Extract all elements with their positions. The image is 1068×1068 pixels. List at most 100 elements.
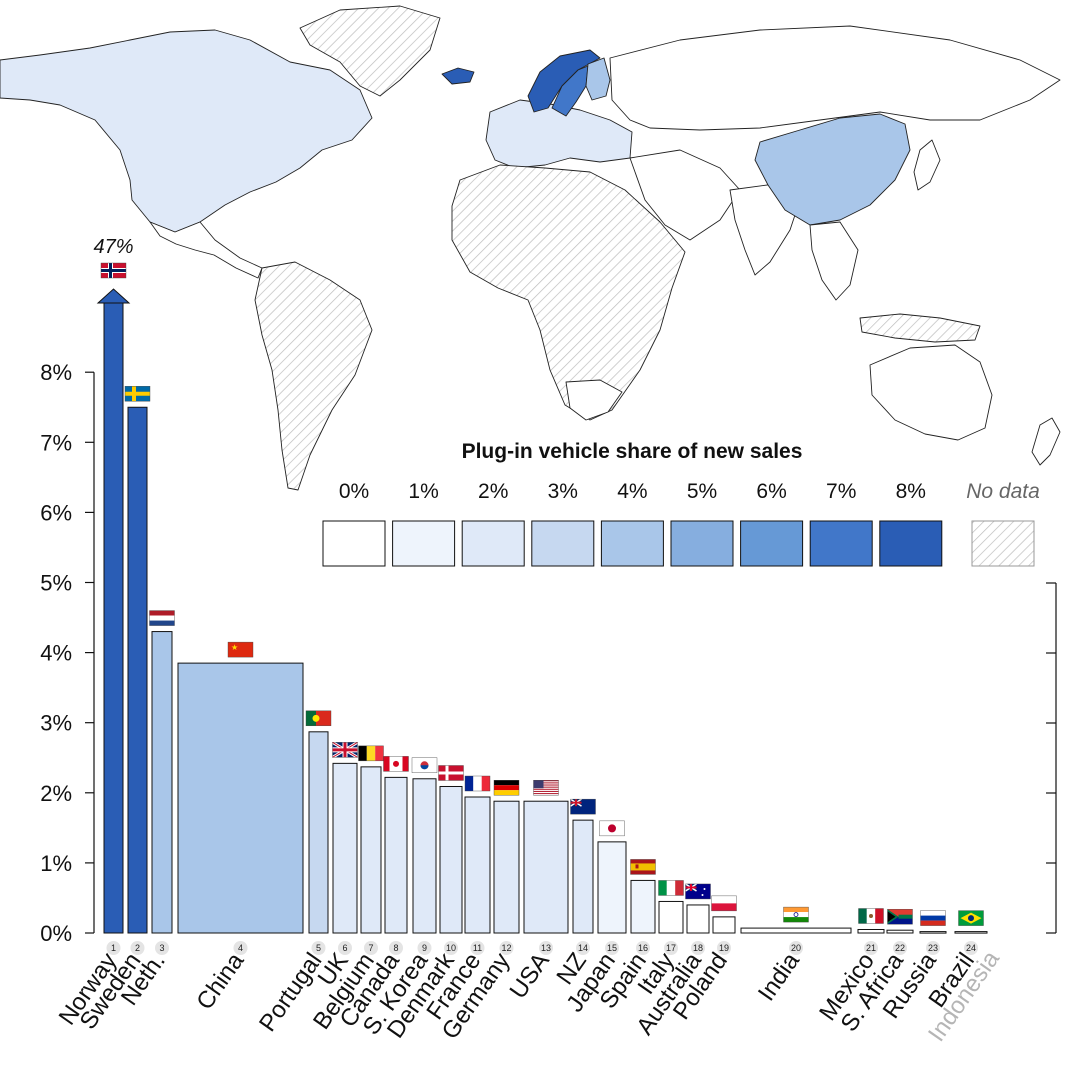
bar-neth-	[151, 631, 173, 934]
bar-mexico	[857, 928, 885, 934]
rank-badge	[605, 941, 619, 955]
rank-number: 5	[316, 943, 321, 953]
legend-swatch	[740, 520, 804, 567]
rank-number: 6	[342, 943, 347, 953]
bar-norway	[103, 302, 124, 934]
russia-flag-icon	[920, 910, 946, 926]
rank-number: 20	[791, 943, 801, 953]
rank-badge	[664, 941, 678, 955]
africa-region	[451, 164, 686, 421]
italy-flag-icon	[658, 880, 684, 896]
rank-number: 10	[446, 943, 456, 953]
rank-badge	[691, 941, 705, 955]
portugal-flag-icon	[305, 710, 332, 727]
bar-germany	[493, 800, 520, 934]
y-tick-label: 6%	[40, 500, 72, 525]
denmark-flag-icon	[438, 765, 464, 781]
rank-badge	[717, 941, 731, 955]
category-label: China	[191, 947, 249, 1014]
south-korea-flag-icon	[411, 757, 438, 773]
south-africa-region	[565, 379, 623, 421]
rank-number: 24	[966, 943, 976, 953]
greenland-region	[299, 5, 441, 97]
rank-badge	[470, 941, 485, 955]
bar-belgium	[360, 766, 382, 934]
rank-badge	[539, 941, 553, 955]
rank-badge	[926, 941, 940, 955]
rank-number: 22	[895, 943, 905, 953]
y-tick-label: 0%	[40, 921, 72, 946]
bar-france	[464, 796, 491, 934]
right-axis	[1046, 582, 1057, 934]
legend-label: 2%	[478, 480, 508, 503]
rank-badge	[233, 941, 248, 955]
legend-label: 4%	[617, 480, 647, 503]
bar-sweden	[127, 406, 148, 934]
brazil-flag-icon	[958, 910, 984, 926]
bar-spain	[630, 879, 656, 934]
belgium-flag-icon	[358, 745, 384, 762]
value-label: 47%	[93, 236, 133, 258]
y-tick-label: 5%	[40, 571, 72, 596]
legend-no-data-label: No data	[966, 480, 1040, 503]
rank-badge	[444, 941, 458, 955]
rank-number: 13	[541, 943, 551, 953]
india-flag-icon	[783, 906, 809, 923]
legend-label: 0%	[339, 480, 369, 503]
bar-uk	[332, 762, 358, 934]
bar-china	[177, 662, 304, 934]
bar-s-africa	[886, 929, 914, 934]
bar-japan	[597, 841, 627, 934]
legend-swatch	[322, 520, 386, 567]
rank-badge	[364, 941, 378, 955]
legend-swatch	[461, 520, 525, 567]
bar-india	[740, 927, 852, 934]
rank-badge	[338, 941, 352, 955]
rank-number: 21	[866, 943, 876, 953]
bar-usa	[523, 800, 569, 934]
rank-number: 19	[719, 943, 729, 953]
legend-label: 6%	[756, 480, 786, 503]
netherlands-flag-icon	[149, 610, 175, 626]
uk-flag-icon	[331, 741, 359, 759]
rank-number: 23	[928, 943, 938, 953]
rank-number: 12	[501, 943, 511, 953]
rank-badge	[106, 941, 121, 955]
legend-label: 7%	[826, 480, 856, 503]
rank-badge	[389, 941, 403, 955]
rank-badge	[964, 941, 978, 955]
legend-label: 5%	[687, 480, 717, 503]
bar-nz	[572, 819, 594, 934]
bar-australia	[686, 904, 710, 934]
legend-label: 3%	[548, 480, 578, 503]
rank-number: 17	[666, 943, 676, 953]
rank-badge	[576, 941, 590, 955]
legend-label: 1%	[408, 480, 438, 503]
bar-russia	[919, 931, 947, 934]
rank-badge	[155, 941, 169, 955]
iceland-region	[441, 67, 475, 85]
rank-badge	[311, 941, 326, 955]
world-map	[0, 5, 1061, 491]
rank-number: 3	[159, 943, 164, 953]
overflow-arrow	[96, 288, 131, 304]
canada-flag-icon	[383, 756, 409, 772]
sweden-flag-icon	[124, 386, 151, 402]
rank-number: 2	[135, 943, 140, 953]
rank-badge	[864, 941, 878, 955]
germany-flag-icon	[493, 780, 520, 796]
rank-number: 4	[238, 943, 243, 953]
china-flag-icon: ★	[227, 641, 254, 658]
legend-swatch	[670, 520, 734, 567]
japan-flag-icon	[599, 820, 625, 837]
usa-flag-icon	[533, 780, 559, 796]
svg-text:★: ★	[231, 643, 238, 652]
y-tick-label: 1%	[40, 851, 72, 876]
legend-label: 8%	[896, 480, 926, 503]
rank-number: 18	[693, 943, 703, 953]
legend-no-data-swatch	[971, 520, 1035, 567]
category-label: India	[753, 947, 805, 1006]
rank-badge	[893, 941, 907, 955]
rank-badge	[417, 941, 432, 955]
